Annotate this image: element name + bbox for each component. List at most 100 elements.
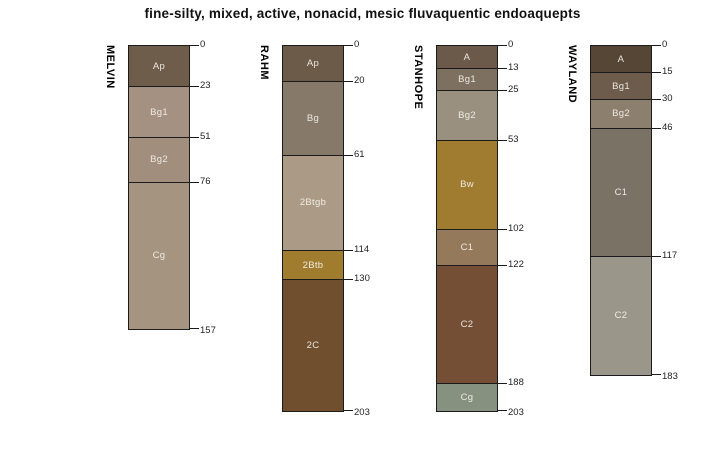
depth-tick	[652, 45, 661, 46]
depth-label: 203	[354, 407, 370, 419]
depth-label: 76	[200, 175, 211, 187]
horizon-c2: C2	[591, 256, 651, 376]
horizon-label: Bg1	[612, 80, 630, 92]
profile-column-wayland: A Bg1 Bg2 C1 C2	[590, 45, 652, 377]
depth-label: 15	[662, 66, 673, 77]
profile-id-rahm: RAHM	[258, 45, 270, 80]
depth-tick	[652, 99, 661, 100]
depth-label: 53	[508, 134, 519, 146]
horizon-c2: C2	[437, 265, 497, 385]
horizon-label: 2C	[306, 340, 320, 352]
horizon-label: Bg1	[458, 74, 476, 86]
depth-label: 20	[354, 75, 365, 86]
horizon-2c: 2C	[283, 279, 343, 412]
horizon-bg2: Bg2	[591, 100, 651, 129]
horizon-label: Cg	[460, 392, 474, 404]
horizon-label: Ap	[152, 60, 166, 72]
depth-tick	[190, 136, 199, 138]
depth-label: 188	[508, 377, 524, 389]
depth-tick	[498, 45, 507, 46]
horizon-bw: Bw	[437, 141, 497, 230]
depth-label: 25	[508, 84, 519, 95]
depth-tick	[344, 279, 353, 280]
horizon-a: A	[437, 46, 497, 70]
chart-title: fine-silty, mixed, active, nonacid, mesi…	[144, 6, 581, 21]
horizon-ap: Ap	[129, 46, 189, 88]
depth-label: 102	[508, 222, 524, 234]
depth-label: 117	[662, 249, 678, 261]
horizon-2btgb: 2Btgb	[283, 155, 343, 252]
depth-tick	[344, 250, 353, 252]
profile-column-melvin: Ap Bg1 Bg2 Cg	[128, 45, 190, 330]
depth-label: 51	[200, 130, 211, 142]
horizon-2btb: 2Btb	[283, 251, 343, 280]
depth-tick	[190, 327, 199, 329]
depth-tick	[190, 86, 199, 88]
horizon-label: C1	[460, 241, 474, 253]
horizon-label: Bg2	[150, 154, 168, 166]
depth-label: 46	[662, 121, 673, 133]
depth-tick	[344, 410, 353, 412]
depth-label: 114	[354, 244, 370, 256]
depth-tick	[190, 181, 199, 183]
depth-label: 13	[508, 62, 519, 74]
horizon-cg: Cg	[129, 182, 189, 329]
depth-tick	[498, 90, 507, 91]
depth-label: 0	[354, 39, 360, 50]
depth-tick	[344, 81, 353, 82]
horizon-label: Bg2	[458, 110, 476, 122]
depth-label: 183	[662, 371, 678, 383]
profile-column-stanhope: A Bg1 Bg2 Bw C1 C2 Cg	[436, 45, 498, 413]
profile-column-rahm: Ap Bg 2Btgb 2Btb 2C	[282, 45, 344, 413]
horizon-label: C2	[460, 318, 474, 330]
depth-tick	[652, 374, 661, 376]
horizon-label: 2Btb	[302, 259, 324, 271]
depth-tick	[498, 264, 507, 266]
depth-label: 61	[354, 148, 365, 160]
depth-label: 0	[200, 39, 206, 50]
depth-tick	[498, 140, 507, 142]
horizon-c1: C1	[437, 229, 497, 266]
horizon-label: Bg1	[150, 106, 168, 118]
horizon-bg2: Bg2	[437, 90, 497, 142]
horizon-label: Bg2	[612, 108, 630, 120]
depth-label: 30	[662, 93, 673, 104]
horizon-ap: Ap	[283, 46, 343, 82]
depth-label: 122	[508, 258, 524, 270]
depth-tick	[344, 45, 353, 46]
depth-label: 203	[508, 407, 524, 419]
depth-tick	[344, 154, 353, 156]
depth-label: 0	[662, 39, 668, 50]
depth-label: 23	[200, 80, 211, 92]
profile-id-wayland: WAYLAND	[566, 45, 578, 104]
depth-tick	[190, 45, 199, 46]
horizon-label: A	[463, 51, 471, 63]
horizon-label: C2	[614, 310, 628, 322]
depth-tick	[498, 383, 507, 385]
horizon-label: A	[617, 53, 625, 65]
profile-id-melvin: MELVIN	[104, 45, 116, 89]
depth-label: 157	[200, 324, 216, 336]
depth-tick	[498, 68, 507, 70]
depth-tick	[652, 127, 661, 129]
depth-tick	[652, 255, 661, 257]
depth-label: 130	[354, 273, 370, 284]
horizon-label: Ap	[306, 58, 320, 69]
depth-tick	[498, 410, 507, 412]
horizon-cg: Cg	[437, 384, 497, 412]
horizon-label: 2Btgb	[299, 197, 327, 209]
horizon-bg1: Bg1	[437, 69, 497, 91]
depth-tick	[498, 228, 507, 230]
horizon-bg2: Bg2	[129, 137, 189, 183]
horizon-bg1: Bg1	[129, 87, 189, 138]
depth-label: 0	[508, 39, 514, 50]
horizon-bg: Bg	[283, 82, 343, 156]
horizon-label: Bw	[460, 179, 474, 191]
horizon-bg1: Bg1	[591, 73, 651, 100]
horizon-label: Cg	[152, 250, 166, 262]
horizon-c1: C1	[591, 128, 651, 257]
depth-tick	[652, 72, 661, 73]
profile-id-stanhope: STANHOPE	[412, 45, 424, 110]
horizon-label: C1	[614, 186, 628, 198]
